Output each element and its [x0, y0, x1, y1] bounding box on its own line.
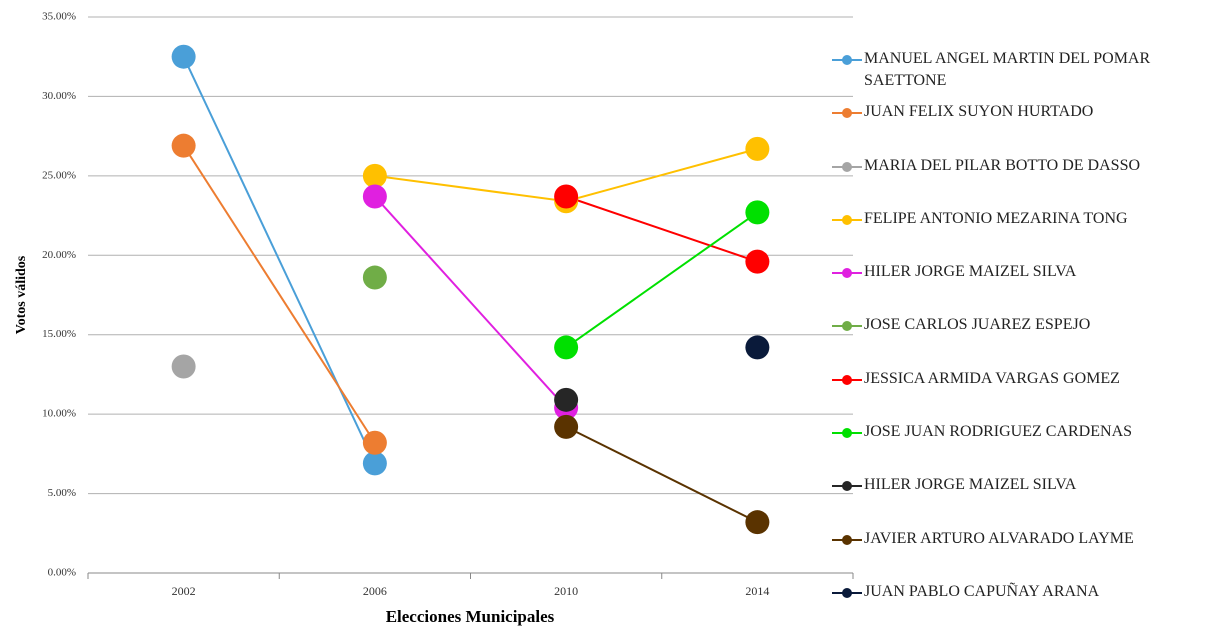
legend-label: MARIA DEL PILAR BOTTO DE DASSO [864, 156, 1141, 174]
y-tick-label: 30.00% [42, 90, 76, 102]
legend-dot [842, 214, 852, 225]
series-line [565, 425, 758, 524]
point [171, 44, 196, 69]
legend-marker [832, 321, 862, 332]
point [554, 184, 579, 209]
legend-label: JUAN FELIX SUYON HURTADO [864, 103, 1094, 121]
point [171, 354, 196, 379]
legend-marker [832, 55, 862, 65]
series-line [182, 145, 376, 444]
point [554, 414, 579, 439]
legend-item: JOSE JUAN RODRIGUEZ CARDENAS [832, 421, 1210, 474]
legend-item: JAVIER ARTURO ALVARADO LAYME [832, 528, 1210, 581]
legend-marker [832, 481, 862, 492]
series-line [565, 195, 758, 263]
legend-dot [842, 481, 852, 492]
y-tick-label: 25.00% [42, 169, 76, 181]
point [554, 335, 579, 360]
legend-dot [842, 428, 852, 439]
series-line [565, 211, 758, 349]
y-tick-label: 20.00% [42, 249, 76, 261]
legend-dot [842, 55, 852, 65]
legend-item: JUAN PABLO CAPUÑAY ARANA [832, 581, 1210, 634]
legend-label: HILER JORGE MAIZEL SILVA [864, 476, 1077, 494]
legend-marker [832, 374, 862, 385]
point [745, 335, 770, 360]
legend-dot [842, 161, 852, 172]
point [745, 136, 770, 161]
legend-item: MARIA DEL PILAR BOTTO DE DASSO [832, 155, 1210, 208]
series-line [182, 56, 376, 464]
legend-label: MANUEL ANGEL MARTIN DEL POMAR SAETTONE [864, 50, 1151, 89]
legend-label: JUAN PABLO CAPUÑAY ARANA [864, 582, 1100, 600]
legend-item: JOSE CARLOS JUAREZ ESPEJO [832, 314, 1210, 367]
legend-marker [832, 214, 862, 225]
legend-dot [842, 108, 852, 119]
legend-label: JAVIER ARTURO ALVARADO LAYME [864, 529, 1134, 547]
legend: MANUEL ANGEL MARTIN DEL POMAR SAETTONE JU… [832, 48, 1210, 634]
y-tick-label: 35.00% [42, 11, 76, 23]
legend-dot [842, 374, 852, 385]
legend-label: JESSICA ARMIDA VARGAS GOMEZ [864, 369, 1120, 387]
y-tick-label: 10.00% [42, 408, 76, 420]
legend-label: FELIPE ANTONIO MEZARINA TONG [864, 209, 1128, 227]
legend-item: HILER JORGE MAIZEL SILVA [832, 474, 1210, 527]
point [362, 265, 387, 290]
x-tick-label: 2014 [745, 584, 769, 598]
point [171, 133, 196, 158]
legend-marker [832, 268, 862, 279]
chart: Votos válidos Elecciones Municipales 0.0… [14, 11, 854, 626]
point [745, 510, 770, 535]
legend-item: JESSICA ARMIDA VARGAS GOMEZ [832, 368, 1210, 421]
point [554, 387, 579, 412]
point [745, 200, 770, 225]
legend-marker [832, 534, 862, 545]
legend-marker [832, 108, 862, 119]
series-line [374, 195, 567, 409]
legend-marker [832, 428, 862, 439]
point [362, 430, 387, 455]
legend-item: JUAN FELIX SUYON HURTADO [832, 101, 1210, 154]
point [745, 249, 770, 274]
legend-label: JOSE JUAN RODRIGUEZ CARDENAS [864, 423, 1133, 441]
legend-dot [842, 321, 852, 332]
x-tick-label: 2010 [554, 584, 578, 598]
y-tick-label: 5.00% [48, 487, 76, 499]
x-tick-label: 2006 [363, 584, 387, 598]
legend-dot [842, 534, 852, 545]
legend-marker [832, 587, 862, 598]
legend-item: HILER JORGE MAIZEL SILVA [832, 261, 1210, 314]
legend-dot [842, 268, 852, 279]
legend-item: MANUEL ANGEL MARTIN DEL POMAR SAETTONE [832, 48, 1210, 101]
point [362, 451, 387, 476]
legend-label: JOSE CARLOS JUAREZ ESPEJO [864, 316, 1091, 334]
legend-item: FELIPE ANTONIO MEZARINA TONG [832, 208, 1210, 261]
legend-label: HILER JORGE MAIZEL SILVA [864, 263, 1077, 281]
y-tick-label: 15.00% [42, 328, 76, 340]
legend-marker [832, 161, 862, 172]
x-axis-label: Elecciones Municipales [386, 607, 555, 626]
y-axis-label: Votos válidos [14, 255, 29, 334]
x-tick-label: 2002 [172, 584, 196, 598]
y-tick-label: 0.00% [48, 567, 76, 579]
point [362, 163, 387, 188]
legend-dot [842, 587, 852, 598]
point [362, 184, 387, 209]
